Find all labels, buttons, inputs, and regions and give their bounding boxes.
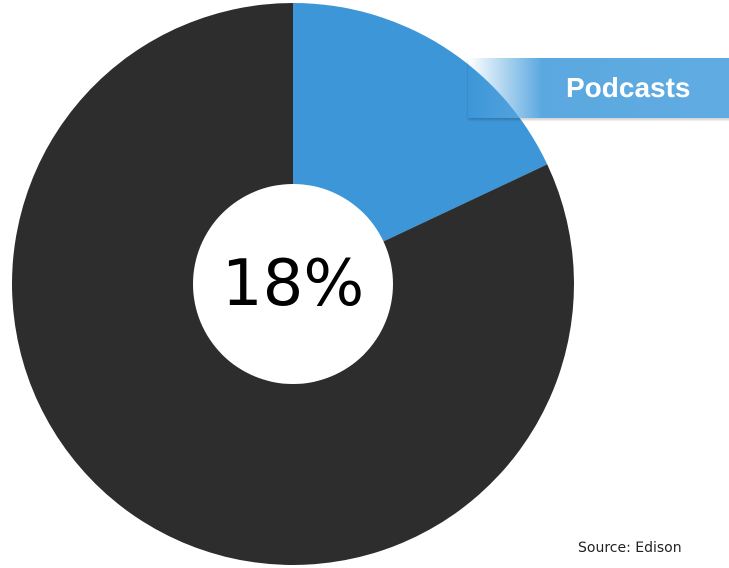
podcasts-slice-label: Podcasts <box>566 72 691 103</box>
donut-hole <box>193 184 393 384</box>
podcasts-label-banner <box>468 58 729 118</box>
center-percentage-label: 18% <box>221 247 365 321</box>
source-note: Source: Edison <box>578 540 682 556</box>
